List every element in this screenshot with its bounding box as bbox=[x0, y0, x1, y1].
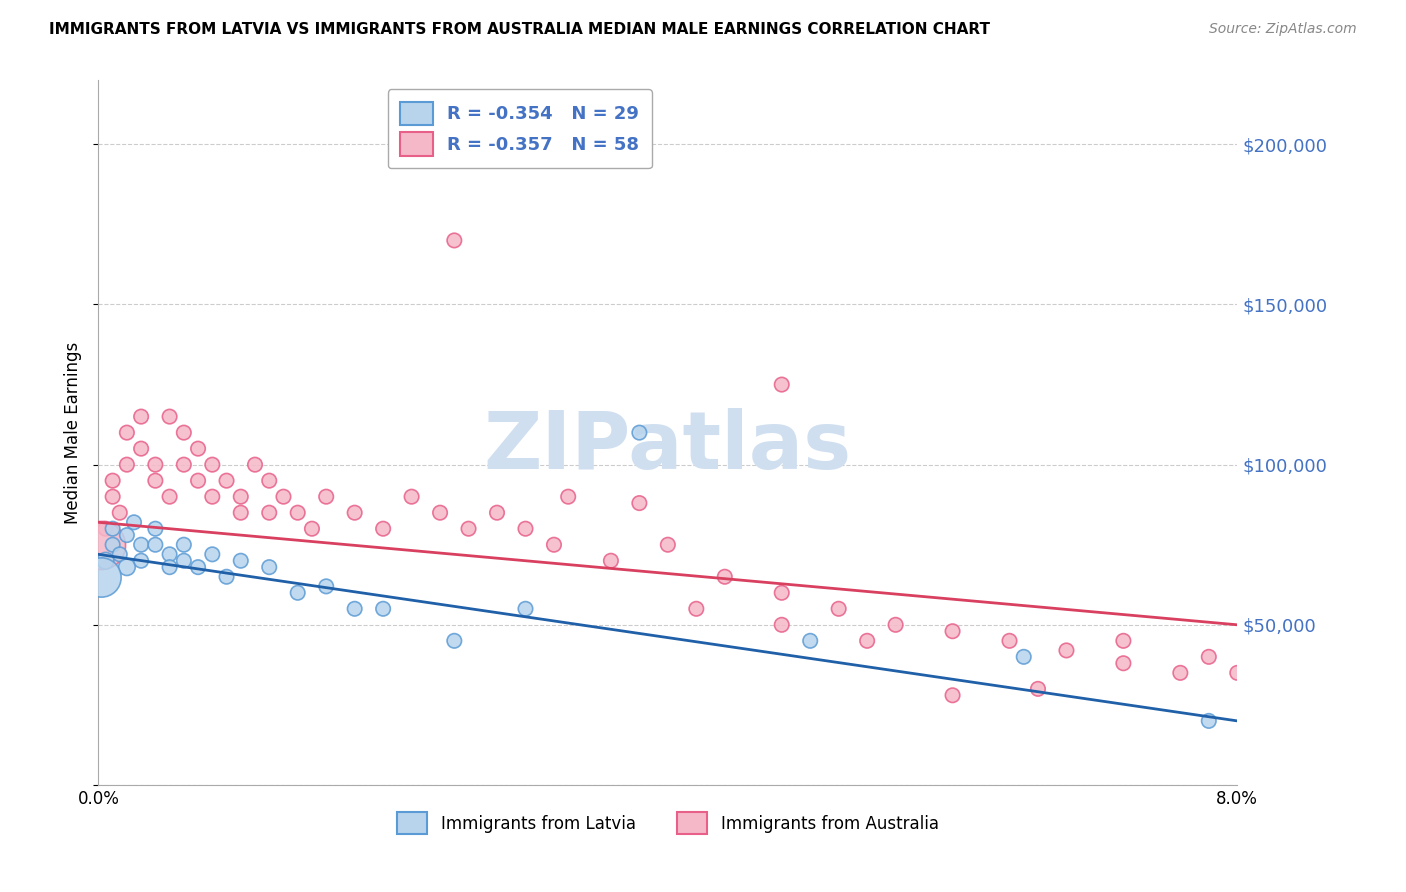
Point bbox=[998, 633, 1021, 648]
Point bbox=[115, 458, 138, 472]
Point bbox=[628, 425, 651, 440]
Point bbox=[714, 570, 737, 584]
Point bbox=[515, 522, 537, 536]
Point bbox=[457, 522, 479, 536]
Text: ZIPatlas: ZIPatlas bbox=[484, 408, 852, 486]
Point bbox=[94, 522, 117, 536]
Point bbox=[401, 490, 423, 504]
Point bbox=[443, 633, 465, 648]
Point bbox=[187, 442, 209, 456]
Point bbox=[129, 409, 152, 424]
Point bbox=[515, 601, 537, 615]
Point bbox=[685, 601, 707, 615]
Point bbox=[1226, 665, 1249, 680]
Point bbox=[942, 624, 965, 639]
Point bbox=[557, 490, 579, 504]
Legend: Immigrants from Latvia, Immigrants from Australia: Immigrants from Latvia, Immigrants from … bbox=[384, 799, 952, 847]
Point bbox=[101, 522, 124, 536]
Point bbox=[229, 490, 252, 504]
Point bbox=[159, 409, 181, 424]
Point bbox=[122, 516, 145, 530]
Text: Source: ZipAtlas.com: Source: ZipAtlas.com bbox=[1209, 22, 1357, 37]
Point bbox=[371, 522, 394, 536]
Point bbox=[129, 538, 152, 552]
Point bbox=[108, 547, 131, 561]
Point bbox=[942, 688, 965, 702]
Point bbox=[343, 601, 366, 615]
Point bbox=[301, 522, 323, 536]
Point bbox=[187, 560, 209, 574]
Point bbox=[145, 538, 167, 552]
Point bbox=[215, 570, 238, 584]
Point bbox=[145, 458, 167, 472]
Point bbox=[101, 538, 124, 552]
Point bbox=[371, 601, 394, 615]
Point bbox=[159, 490, 181, 504]
Point bbox=[443, 234, 465, 248]
Point bbox=[201, 547, 224, 561]
Point bbox=[1170, 665, 1192, 680]
Point bbox=[259, 506, 281, 520]
Point bbox=[94, 554, 117, 568]
Point bbox=[173, 458, 195, 472]
Point bbox=[543, 538, 565, 552]
Point bbox=[486, 506, 509, 520]
Point bbox=[1026, 681, 1049, 696]
Point bbox=[159, 547, 181, 561]
Point bbox=[343, 506, 366, 520]
Point bbox=[115, 528, 138, 542]
Point bbox=[287, 506, 309, 520]
Point bbox=[201, 458, 224, 472]
Point bbox=[628, 496, 651, 510]
Point bbox=[770, 617, 793, 632]
Point bbox=[1112, 657, 1135, 671]
Point bbox=[770, 377, 793, 392]
Point bbox=[1198, 714, 1220, 728]
Point bbox=[1056, 643, 1078, 657]
Point bbox=[145, 522, 167, 536]
Point bbox=[1012, 649, 1035, 664]
Point bbox=[1112, 633, 1135, 648]
Point bbox=[799, 633, 821, 648]
Point bbox=[90, 570, 112, 584]
Point bbox=[229, 506, 252, 520]
Point bbox=[129, 442, 152, 456]
Point bbox=[259, 474, 281, 488]
Point bbox=[429, 506, 451, 520]
Point bbox=[173, 554, 195, 568]
Point bbox=[1198, 649, 1220, 664]
Point bbox=[243, 458, 266, 472]
Point bbox=[115, 560, 138, 574]
Point bbox=[315, 579, 337, 593]
Point bbox=[173, 425, 195, 440]
Point bbox=[90, 538, 112, 552]
Text: IMMIGRANTS FROM LATVIA VS IMMIGRANTS FROM AUSTRALIA MEDIAN MALE EARNINGS CORRELA: IMMIGRANTS FROM LATVIA VS IMMIGRANTS FRO… bbox=[49, 22, 990, 37]
Point bbox=[657, 538, 679, 552]
Point bbox=[259, 560, 281, 574]
Point bbox=[101, 490, 124, 504]
Point bbox=[115, 425, 138, 440]
Point bbox=[187, 474, 209, 488]
Point bbox=[600, 554, 623, 568]
Point bbox=[173, 538, 195, 552]
Point bbox=[856, 633, 879, 648]
Point bbox=[145, 474, 167, 488]
Point bbox=[884, 617, 907, 632]
Y-axis label: Median Male Earnings: Median Male Earnings bbox=[65, 342, 83, 524]
Point bbox=[201, 490, 224, 504]
Point bbox=[273, 490, 295, 504]
Point bbox=[315, 490, 337, 504]
Point bbox=[229, 554, 252, 568]
Point bbox=[770, 586, 793, 600]
Point bbox=[215, 474, 238, 488]
Point bbox=[101, 474, 124, 488]
Point bbox=[287, 586, 309, 600]
Point bbox=[828, 601, 851, 615]
Point bbox=[108, 506, 131, 520]
Point bbox=[129, 554, 152, 568]
Point bbox=[159, 560, 181, 574]
